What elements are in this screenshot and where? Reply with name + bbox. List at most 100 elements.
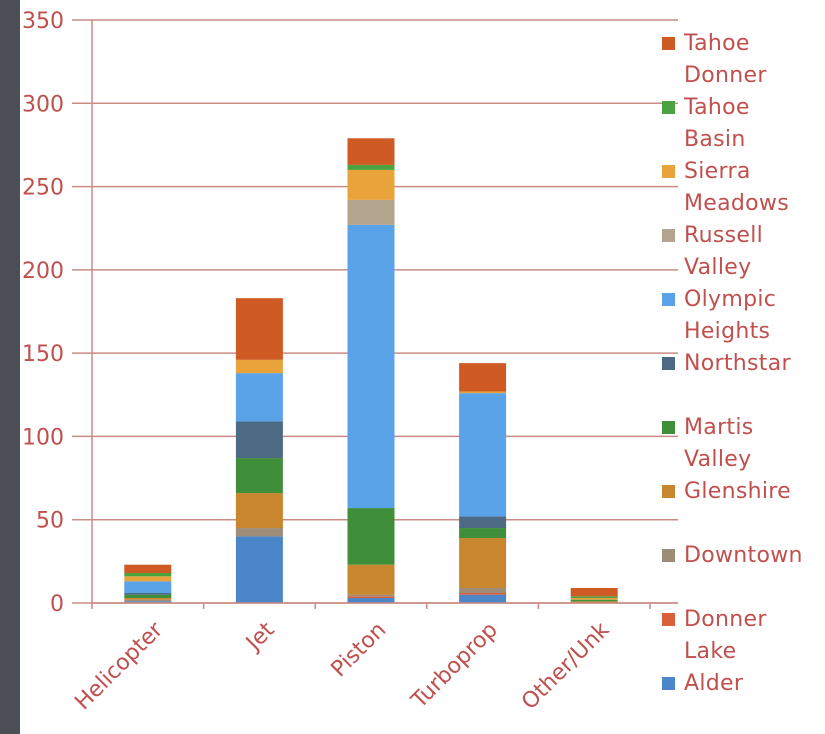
bar-stack-jet: [235, 298, 283, 603]
bar-segment-alder: [347, 598, 395, 603]
bar-segment-tahoe-donner: [235, 298, 283, 360]
legend-label: Donner: [684, 63, 767, 88]
bar-segment-sierra-meadows: [347, 169, 395, 200]
legend-swatch: [662, 229, 675, 242]
bar-segment-glenshire: [124, 598, 172, 600]
legend-label: Lake: [684, 639, 737, 664]
y-tick-label: 350: [22, 9, 64, 34]
x-axis: [91, 20, 678, 609]
legend-label: Donner: [684, 607, 767, 632]
legend-label: Meadows: [684, 191, 789, 216]
bar-segment-olympic-heights: [347, 224, 395, 509]
legend-item-olympic-heights: Olympic Heights: [662, 284, 822, 348]
bar-stack-turboprop: [459, 363, 507, 603]
legend-label: Glenshire: [684, 479, 791, 504]
legend-label: [684, 700, 822, 732]
bar-segment-glenshire: [235, 493, 283, 529]
bar-segment-martis-valley: [124, 594, 172, 599]
bar-stack-piston: [347, 138, 395, 603]
legend-item-martis-valley: Martis Valley: [662, 412, 822, 476]
legend-label: Tahoe: [684, 95, 750, 120]
bar-segment-tahoe-basin: [347, 164, 395, 170]
legend-label: Valley: [684, 255, 752, 280]
legend-label: Downtown: [684, 543, 803, 568]
legend-label: Olympic: [684, 287, 777, 312]
legend-swatch: [662, 549, 675, 562]
y-tick-label: 250: [22, 176, 64, 201]
bar-stack-other-unk: [570, 588, 618, 603]
legend-label: Tahoe: [684, 31, 750, 56]
bar-segment-olympic-heights: [124, 581, 172, 594]
bar-segment-tahoe-basin: [570, 596, 618, 599]
bar-segment-donner-lake: [347, 596, 395, 599]
legend-swatch: [662, 613, 675, 626]
bar-segment-tahoe-basin: [124, 573, 172, 577]
legend-item-russell-valley: Russell Valley: [662, 220, 822, 284]
bar-segment-sierra-meadows: [124, 576, 172, 582]
x-tick-label: Helicopter: [70, 617, 168, 715]
bar-segment-olympic-heights: [235, 373, 283, 422]
y-tick-label: 200: [22, 259, 64, 284]
bar-segment-downtown: [459, 588, 507, 594]
bar-segment-northstar: [459, 516, 507, 529]
legend-item-donner-lake: Donner Lake: [662, 604, 822, 668]
bar-segment-downtown: [124, 599, 172, 602]
legend: Tahoe Donner Tahoe Basin Sierra Meadows Russel…: [662, 28, 822, 732]
y-tick-label: 300: [22, 92, 64, 117]
y-tick-label: 50: [36, 509, 64, 534]
legend-label: [684, 572, 822, 604]
bar-segment-alder: [459, 594, 507, 603]
legend-item-tahoe-basin: Tahoe Basin: [662, 92, 822, 156]
legend-swatch: [662, 37, 675, 50]
bar-segment-sierra-meadows: [570, 598, 618, 600]
legend-swatch: [662, 165, 675, 178]
legend-label: Martis: [684, 415, 754, 440]
bar-segment-sierra-meadows: [235, 359, 283, 374]
bar-segment-northstar: [124, 593, 172, 595]
bar-segment-downtown: [235, 528, 283, 537]
bar-segment-tahoe-donner: [459, 363, 507, 392]
legend-item-glenshire: Glenshire: [662, 476, 822, 540]
legend-label: Northstar: [684, 351, 791, 376]
bar-segment-martis-valley: [235, 458, 283, 494]
legend-swatch: [662, 101, 675, 114]
bar-segment-olympic-heights: [459, 393, 507, 517]
bar-segment-tahoe-donner: [570, 588, 618, 597]
y-tick-label: 100: [22, 425, 64, 450]
bar-segment-glenshire: [347, 564, 395, 595]
legend-label: Heights: [684, 319, 771, 344]
legend-swatch: [662, 485, 675, 498]
bar-segment-tahoe-donner: [347, 138, 395, 165]
bar-segment-martis-valley: [459, 528, 507, 539]
bar-segment-russell-valley: [347, 199, 395, 225]
x-axis-tick-labels: Helicopter Jet Piston Turboprop Other/Unk: [70, 617, 614, 715]
legend-item-northstar: Northstar: [662, 348, 822, 412]
bar-segment-alder: [124, 601, 172, 603]
legend-label: [684, 380, 822, 412]
bar-segment-downtown: [347, 594, 395, 597]
bar-segment-martis-valley: [570, 599, 618, 602]
bar-segment-martis-valley: [347, 508, 395, 565]
legend-item-sierra-meadows: Sierra Meadows: [662, 156, 822, 220]
bar-segment-donner-lake: [459, 593, 507, 595]
bar-segment-alder: [235, 536, 283, 603]
y-tick-label: 0: [50, 592, 64, 617]
x-tick-label: Other/Unk: [517, 617, 615, 715]
x-tick-label: Turboprop: [406, 618, 502, 714]
bar-segment-northstar: [235, 421, 283, 459]
bar-segment-glenshire: [459, 538, 507, 589]
legend-label: Valley: [684, 447, 752, 472]
bar-segment-glenshire: [570, 601, 618, 603]
bar-stacks: [124, 138, 618, 603]
bar-segment-tahoe-donner: [124, 564, 172, 574]
legend-label: Russell: [684, 223, 764, 248]
legend-label: Sierra: [684, 159, 751, 184]
legend-swatch: [662, 421, 675, 434]
bar-stack-helicopter: [124, 564, 172, 603]
y-axis-tick-labels: 0 50 100 150 200 250 300 350: [22, 9, 64, 617]
legend-item-tahoe-donner: Tahoe Donner: [662, 28, 822, 92]
y-tick-label: 150: [22, 342, 64, 367]
bar-segment-sierra-meadows: [459, 391, 507, 394]
legend-label: Alder: [684, 671, 744, 696]
